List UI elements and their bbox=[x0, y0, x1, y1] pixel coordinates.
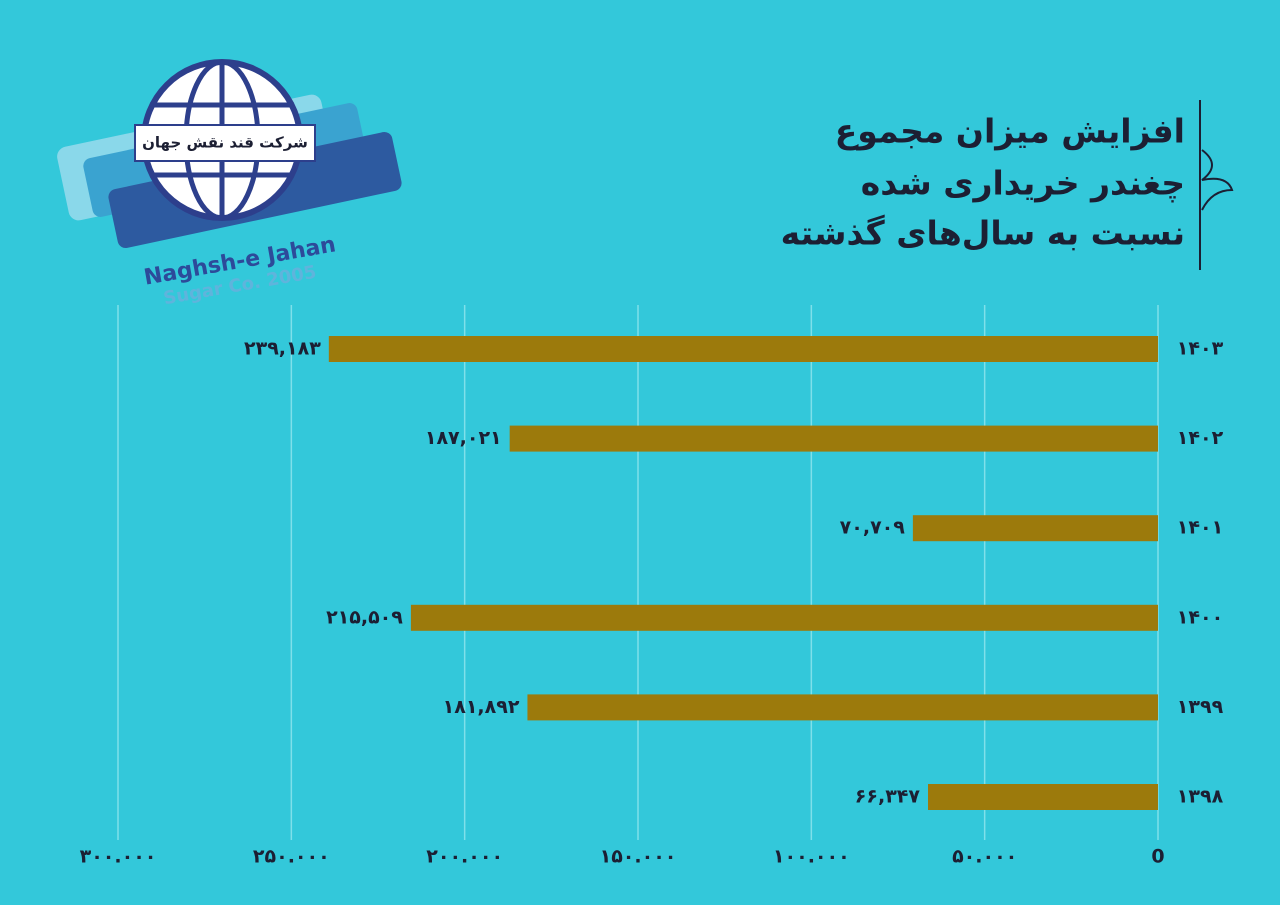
x-tick-label: ۱۰۰.۰۰۰ bbox=[773, 846, 850, 868]
chart-title: نسبت به سال‌های گذشته bbox=[781, 214, 1185, 253]
bar bbox=[410, 604, 1159, 631]
x-tick-label: ۲۰۰.۰۰۰ bbox=[426, 846, 503, 868]
title-ornament bbox=[1201, 149, 1234, 211]
value-label: ۷۰,۷۰۹ bbox=[840, 517, 906, 539]
logo-name: شرکت قند نقش جهان bbox=[142, 134, 308, 152]
chart-title: چغندر خریداری شده bbox=[861, 164, 1185, 204]
y-tick-label: ۱۴۰۱ bbox=[1177, 517, 1223, 539]
bar bbox=[912, 515, 1158, 542]
logo-banner bbox=[134, 124, 316, 162]
y-tick-label: ۱۴۰۲ bbox=[1177, 427, 1224, 449]
logo: شرکت قند نقش جهان Naghsh-e Jahan Sugar C… bbox=[57, 59, 402, 309]
x-tick-label: 0 bbox=[1151, 846, 1164, 868]
bar bbox=[328, 336, 1158, 362]
y-tick-label: ۱۴۰۰ bbox=[1177, 606, 1223, 628]
x-tick-label: ۳۰۰.۰۰۰ bbox=[80, 846, 157, 868]
value-label: ۲۳۹,۱۸۳ bbox=[244, 338, 321, 360]
x-tick-label: ۲۵۰.۰۰۰ bbox=[253, 846, 330, 868]
chart-title: افزایش میزان مجموع bbox=[835, 112, 1185, 152]
bar bbox=[527, 694, 1158, 721]
y-tick-label: ۱۴۰۳ bbox=[1177, 338, 1224, 360]
bar bbox=[927, 784, 1158, 810]
value-label: ۲۱۵,۵۰۹ bbox=[326, 606, 403, 628]
x-tick-label: ۱۵۰.۰۰۰ bbox=[600, 846, 677, 868]
value-label: ۱۸۱,۸۹۲ bbox=[443, 696, 520, 718]
y-tick-label: ۱۳۹۹ bbox=[1177, 696, 1224, 718]
x-tick-label: ۵۰.۰۰۰ bbox=[952, 846, 1017, 868]
value-label: ۱۸۷,۰۲۱ bbox=[425, 427, 502, 449]
value-label: ۶۶,۳۴۷ bbox=[855, 786, 921, 808]
bar bbox=[509, 425, 1158, 452]
y-tick-label: ۱۳۹۸ bbox=[1177, 786, 1224, 808]
